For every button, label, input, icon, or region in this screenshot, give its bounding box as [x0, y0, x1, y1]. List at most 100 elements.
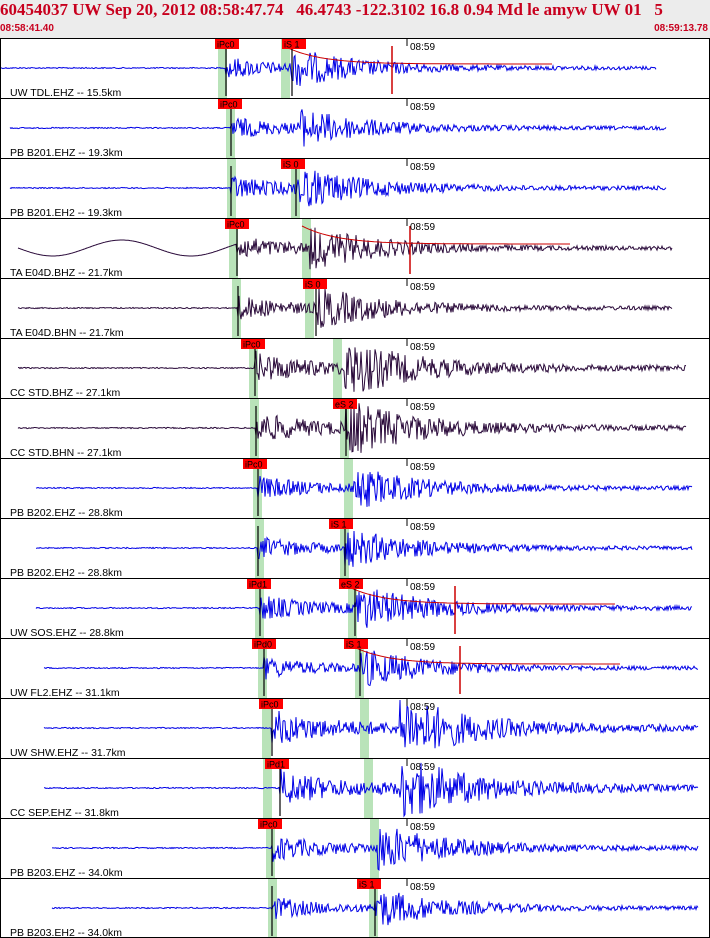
pick-label: iPc0 [243, 340, 261, 350]
waveform [17, 227, 673, 270]
pick-label: iPc0 [260, 820, 278, 830]
waveform [35, 471, 693, 507]
seismogram-panel: iPc0 iS 1 08:59 UW TDL.EHZ -- 15.5km iPc0 08:… [0, 38, 710, 938]
coda-fit-curve [283, 45, 552, 65]
time-mark-label: 08:59 [410, 162, 435, 173]
channel-label: PB B201.EH2 -- 19.3km [10, 207, 122, 219]
trace-row: iPc0 08:59 PB B203.EHZ -- 34.0km [0, 818, 710, 879]
trace-row: iS 0 08:59 PB B201.EH2 -- 19.3km [0, 158, 710, 219]
s-pick-window [369, 879, 378, 938]
p-pick-window [229, 219, 238, 278]
pick-label: iPc0 [217, 40, 235, 50]
waveform [44, 762, 699, 818]
trace-row: iPd0 iS 1 08:59 UW FL2.EHZ -- 31.1km [0, 638, 710, 699]
waveform [43, 699, 699, 749]
pick-label-box [281, 159, 305, 169]
pick-label-box [329, 519, 353, 529]
channel-label: UW TDL.EHZ -- 15.5km [10, 87, 121, 99]
pick-label-box [339, 579, 363, 589]
waveform [0, 52, 657, 86]
pick-label: iPc0 [227, 220, 245, 230]
time-mark-label: 08:59 [410, 582, 435, 593]
pick-label-box [357, 879, 381, 889]
pick-label-box [218, 99, 242, 109]
pick-label: iPc0 [220, 100, 238, 110]
pick-label-box [258, 819, 282, 829]
s-pick-window [364, 759, 373, 818]
pick-label: iS 1 [359, 880, 375, 890]
pick-label: iS 1 [331, 520, 347, 530]
trace-row: iS 1 08:59 PB B202.EH2 -- 28.8km [0, 518, 710, 579]
waveform [52, 828, 699, 871]
waveform [35, 589, 693, 628]
time-mark-label: 08:59 [410, 282, 435, 293]
waveform [17, 286, 673, 328]
pick-label-box [243, 459, 267, 469]
event-header: 60454037 UW Sep 20, 2012 08:58:47.74 46.… [0, 0, 710, 38]
trace-row: iPc0 08:59 UW SHW.EHZ -- 31.7km [0, 698, 710, 759]
trace-row: iPc0 08:59 PB B201.EHZ -- 19.3km [0, 98, 710, 159]
time-mark-label: 08:59 [410, 702, 435, 713]
window-end-time: 08:59:13.78 [654, 23, 708, 34]
waveform [9, 170, 667, 207]
time-mark-label: 08:59 [410, 642, 435, 653]
pick-label: iS 1 [346, 640, 362, 650]
pick-label-box [303, 279, 327, 289]
trace-row: eS 2 08:59 CC STD.BHN -- 27.1km [0, 398, 710, 459]
pick-label: iPc0 [245, 460, 263, 470]
pick-label: iS 0 [283, 160, 299, 170]
coda-fit-curve [351, 645, 620, 665]
pick-label: iPd0 [254, 640, 272, 650]
trace-row: iPd1 eS 2 08:59 UW SOS.EHZ -- 28.8km [0, 578, 710, 639]
channel-label: PB B203.EH2 -- 34.0km [10, 927, 122, 938]
time-mark-label: 08:59 [410, 762, 435, 773]
time-mark-label: 08:59 [410, 342, 435, 353]
window-start-time: 08:58:41.40 [0, 23, 54, 34]
event-title: 60454037 UW Sep 20, 2012 08:58:47.74 46.… [0, 0, 663, 19]
channel-label: PB B203.EHZ -- 34.0km [10, 867, 123, 879]
time-mark-label: 08:59 [410, 402, 435, 413]
trace-row: iS 1 08:59 PB B203.EH2 -- 34.0km [0, 878, 710, 938]
pick-label-box [225, 219, 249, 229]
pick-label-box [259, 699, 283, 709]
channel-label: UW SOS.EHZ -- 28.8km [10, 627, 124, 639]
s-pick-window [340, 399, 349, 458]
trace-row: iPc0 08:59 CC STD.BHZ -- 27.1km [0, 338, 710, 399]
channel-label: PB B202.EH2 -- 28.8km [10, 567, 122, 579]
trace-row: iPc0 08:59 PB B202.EHZ -- 28.8km [0, 458, 710, 519]
time-mark-label: 08:59 [410, 462, 435, 473]
time-mark-label: 08:59 [410, 102, 435, 113]
channel-label: CC STD.BHZ -- 27.1km [10, 387, 121, 399]
channel-label: CC STD.BHN -- 27.1km [10, 447, 122, 459]
time-mark-label: 08:59 [410, 42, 435, 53]
trace-row: iPc0 08:59 TA E04D.BHZ -- 21.7km [0, 218, 710, 279]
coda-fit-curve [346, 585, 615, 605]
pick-label-box [215, 39, 239, 49]
time-mark-label: 08:59 [410, 822, 435, 833]
trace-row: iS 0 08:59 TA E04D.BHN -- 21.7km [0, 278, 710, 339]
p-pick-window [255, 519, 264, 578]
pick-label-box [344, 639, 368, 649]
pick-label: iS 0 [305, 280, 321, 290]
pick-label: iPc0 [261, 700, 279, 710]
s-pick-window [360, 699, 369, 758]
time-mark-label: 08:59 [410, 522, 435, 533]
time-mark-label: 08:59 [410, 222, 435, 233]
trace-row: iPc0 iS 1 08:59 UW TDL.EHZ -- 15.5km [0, 38, 710, 99]
coda-fit-curve [301, 225, 570, 245]
pick-label-box [241, 339, 265, 349]
pick-label: eS 2 [335, 400, 354, 410]
pick-label-box [282, 39, 306, 49]
pick-label-box [252, 639, 276, 649]
pick-label: iPd1 [249, 580, 267, 590]
waveform [17, 347, 687, 392]
channel-label: UW FL2.EHZ -- 31.1km [10, 687, 120, 699]
waveform [43, 650, 699, 686]
channel-label: TA E04D.BHZ -- 21.7km [10, 267, 123, 279]
waveform [9, 109, 667, 147]
pick-label-box [333, 399, 357, 409]
trace-row: iPd1 08:59 CC SEP.EHZ -- 31.8km [0, 758, 710, 819]
channel-label: PB B202.EHZ -- 28.8km [10, 507, 123, 519]
pick-label: iPd1 [267, 760, 285, 770]
pick-label: eS 2 [341, 580, 360, 590]
